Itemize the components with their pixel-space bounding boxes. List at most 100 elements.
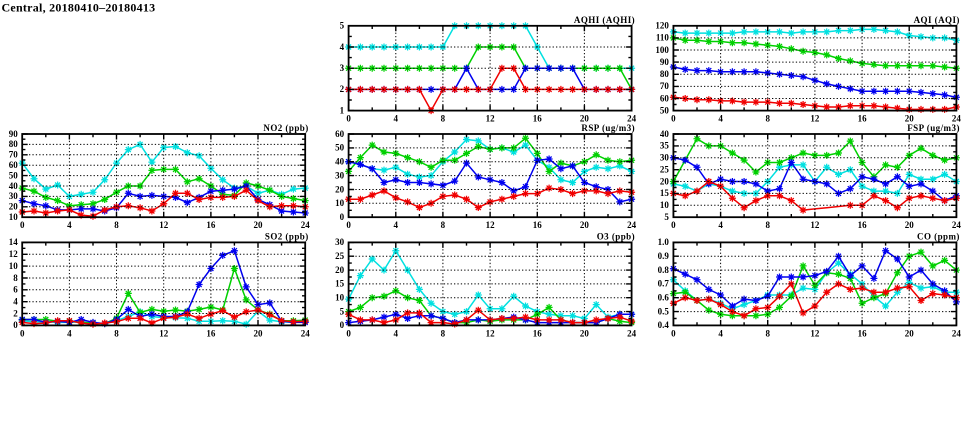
svg-text:24: 24	[627, 220, 637, 230]
svg-text:20: 20	[905, 328, 915, 338]
svg-text:10: 10	[9, 261, 19, 271]
svg-text:120: 120	[655, 21, 669, 31]
svg-text:5: 5	[340, 21, 345, 31]
svg-text:NO2 (ppb): NO2 (ppb)	[263, 123, 308, 133]
svg-text:12: 12	[810, 220, 820, 230]
svg-text:10: 10	[335, 198, 345, 208]
svg-text:4: 4	[67, 220, 72, 230]
svg-text:16: 16	[206, 220, 216, 230]
svg-text:16: 16	[533, 328, 543, 338]
svg-text:80: 80	[660, 69, 670, 79]
svg-text:30: 30	[9, 191, 19, 201]
svg-text:12: 12	[486, 220, 496, 230]
svg-text:0: 0	[340, 320, 345, 330]
svg-text:4: 4	[13, 297, 18, 307]
svg-text:12: 12	[810, 328, 820, 338]
svg-text:0.7: 0.7	[658, 279, 670, 289]
svg-text:20: 20	[254, 220, 264, 230]
svg-text:2: 2	[13, 308, 18, 318]
svg-text:40: 40	[335, 157, 345, 167]
svg-text:16: 16	[533, 220, 543, 230]
svg-text:20: 20	[580, 220, 590, 230]
svg-text:10: 10	[335, 293, 345, 303]
svg-text:Central, 20180410–20180413: Central, 20180410–20180413	[2, 1, 156, 15]
svg-text:16: 16	[858, 114, 868, 124]
svg-text:30: 30	[660, 153, 670, 163]
svg-text:110: 110	[656, 33, 670, 43]
svg-text:20: 20	[905, 114, 915, 124]
svg-text:24: 24	[952, 114, 962, 124]
svg-text:14: 14	[9, 237, 19, 247]
svg-text:0: 0	[20, 328, 25, 338]
svg-text:4: 4	[340, 42, 345, 52]
svg-text:6: 6	[13, 285, 18, 295]
svg-text:5: 5	[664, 212, 669, 222]
svg-text:RSP (ug/m3): RSP (ug/m3)	[581, 123, 635, 133]
svg-text:40: 40	[9, 181, 19, 191]
svg-text:12: 12	[9, 249, 19, 259]
svg-text:20: 20	[660, 176, 670, 186]
svg-text:4: 4	[394, 328, 399, 338]
svg-text:40: 40	[660, 129, 670, 139]
svg-text:25: 25	[335, 251, 345, 261]
svg-text:0.5: 0.5	[658, 306, 670, 316]
svg-text:8: 8	[441, 328, 446, 338]
svg-text:5: 5	[340, 306, 345, 316]
svg-text:8: 8	[765, 114, 770, 124]
svg-text:24: 24	[952, 220, 962, 230]
svg-text:0: 0	[671, 328, 676, 338]
svg-text:24: 24	[627, 328, 637, 338]
svg-text:20: 20	[9, 202, 19, 212]
svg-text:24: 24	[301, 328, 311, 338]
svg-text:0.9: 0.9	[658, 251, 670, 261]
svg-text:70: 70	[660, 81, 670, 91]
svg-text:24: 24	[301, 220, 311, 230]
svg-text:16: 16	[533, 114, 543, 124]
svg-text:50: 50	[660, 105, 670, 115]
svg-text:20: 20	[254, 328, 264, 338]
svg-text:25: 25	[660, 165, 670, 175]
svg-text:0.4: 0.4	[658, 320, 670, 330]
svg-text:15: 15	[660, 188, 670, 198]
svg-text:8: 8	[114, 328, 119, 338]
svg-text:35: 35	[660, 141, 670, 151]
svg-text:12: 12	[486, 114, 496, 124]
svg-text:1: 1	[340, 105, 345, 115]
svg-text:1.0: 1.0	[658, 237, 670, 247]
svg-text:4: 4	[718, 114, 723, 124]
svg-text:90: 90	[9, 129, 19, 139]
svg-text:0: 0	[13, 320, 18, 330]
svg-text:0.8: 0.8	[658, 265, 670, 275]
svg-text:50: 50	[335, 143, 345, 153]
svg-text:12: 12	[810, 114, 820, 124]
svg-text:30: 30	[335, 170, 345, 180]
svg-text:16: 16	[858, 328, 868, 338]
svg-text:8: 8	[765, 328, 770, 338]
svg-text:4: 4	[67, 328, 72, 338]
svg-text:O3 (ppb): O3 (ppb)	[597, 231, 635, 241]
svg-text:20: 20	[580, 114, 590, 124]
svg-text:4: 4	[394, 114, 399, 124]
svg-text:10: 10	[9, 212, 19, 222]
svg-text:60: 60	[660, 93, 670, 103]
svg-text:16: 16	[206, 328, 216, 338]
svg-text:100: 100	[655, 45, 669, 55]
svg-text:SO2 (ppb): SO2 (ppb)	[265, 231, 309, 241]
svg-text:0: 0	[346, 114, 351, 124]
svg-text:8: 8	[441, 114, 446, 124]
svg-text:AQI (AQI): AQI (AQI)	[914, 15, 960, 25]
svg-text:4: 4	[718, 328, 723, 338]
svg-text:30: 30	[335, 237, 345, 247]
svg-text:0: 0	[671, 114, 676, 124]
svg-text:20: 20	[905, 220, 915, 230]
svg-text:8: 8	[114, 220, 119, 230]
svg-text:12: 12	[486, 328, 496, 338]
svg-text:AQHI (AQHI): AQHI (AQHI)	[574, 15, 635, 25]
svg-text:0: 0	[340, 212, 345, 222]
svg-text:12: 12	[159, 220, 169, 230]
svg-text:20: 20	[580, 328, 590, 338]
svg-text:4: 4	[718, 220, 723, 230]
svg-text:0: 0	[346, 220, 351, 230]
svg-text:60: 60	[335, 129, 345, 139]
svg-text:50: 50	[9, 170, 19, 180]
